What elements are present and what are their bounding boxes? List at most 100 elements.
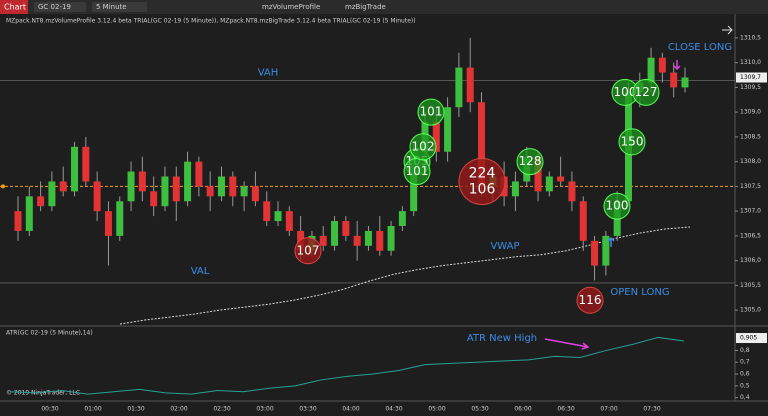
candle-body [647,57,655,83]
y-tick-label: 0,6 [740,371,750,378]
instrument-box[interactable] [34,2,86,12]
y-tick-label: 1310,5 [740,34,761,41]
atr-line [9,336,685,395]
x-tick-label: 07:30 [643,406,660,413]
candle-body [602,235,610,266]
bubble-label: 102 [412,139,435,153]
atr-last-label: 0,905 [740,335,757,342]
candle-body [263,201,271,222]
vah-label: VAH [258,67,279,78]
atr-last-box [736,333,767,344]
candle-body [432,122,440,152]
vwap-label: VWAP [490,241,519,252]
candle-body [534,156,542,192]
annotation: CLOSE LONG [668,42,732,53]
candle-body [511,181,519,197]
candle-body [568,181,576,202]
x-tick-label: 00:30 [41,406,58,413]
bubble-label: 128 [519,154,542,168]
y-tick-label: 1309,0 [740,109,761,116]
bubble-label: 100 [614,85,637,99]
y-tick-label: 1309,5 [740,84,761,91]
candle-body [342,221,350,236]
candle-body [466,67,474,103]
instrument: GC 02-19 [38,3,71,11]
bubble-label: 107 [297,243,320,257]
big-trade-bubble [603,192,631,220]
big-trade-bubble [458,157,506,205]
candle-body [319,235,327,246]
y-tick-label: 1308,0 [740,158,761,165]
close-long-arrow [673,60,681,71]
annotation: ATR New High [467,333,537,344]
candle-body [138,171,146,192]
x-tick-label: 01:00 [84,406,101,413]
y-tick-label: 1308,5 [740,133,761,140]
candle-body [658,57,666,73]
big-trade-bubble [409,133,437,161]
toolbar [0,0,768,14]
candle-body [48,181,56,207]
interval: 5 Minute [96,3,127,11]
candle-body [444,107,452,152]
y-tick-label: 0,7 [740,359,750,366]
bubble-label: 224 [469,165,496,181]
x-tick-label: 03:30 [299,406,316,413]
y-tick-label: 1306,0 [740,257,761,264]
x-tick-label: 02:30 [213,406,230,413]
big-trade-bubble [294,237,322,265]
annotation: OPEN LONG [610,287,669,298]
candle-body [82,146,90,182]
y-tick-label: 0,5 [740,382,750,389]
candle-body [331,221,339,246]
candle-body [93,181,101,212]
candle-body [217,176,225,197]
candle-body [37,196,45,207]
bubble-label: 101 [406,164,429,178]
scroll-arrow[interactable] [722,25,733,35]
x-tick-label: 07:00 [600,406,617,413]
indicator-button[interactable]: mzVolumeProfile [262,3,320,11]
candle-body [591,240,599,266]
candle-body [195,161,203,187]
indicator-button[interactable]: mzBigTrade [345,3,386,11]
big-trade-bubble [632,78,660,106]
copyright: © 2019 NinjaTrader, LLC [6,390,80,397]
x-tick-label: 05:00 [428,406,445,413]
bubble-label: 106 [469,181,496,197]
atr-arrow [544,338,590,350]
y-tick-label: 1307,5 [740,183,761,190]
candle-body [376,230,384,251]
candle-body [116,201,124,236]
interval-box[interactable] [92,2,147,12]
candle-body [229,176,237,197]
y-tick-label: 0,4 [740,394,750,401]
candle-body [545,176,553,192]
candle-body [184,161,192,202]
candle-body [398,211,406,226]
candle-body [387,226,395,251]
candle-body [681,77,689,88]
candle-body [557,176,565,182]
candle-body [478,102,486,187]
candle-body [251,186,259,202]
y-tick-label: 1306,5 [740,232,761,239]
indicator-caption: MZpack.NT8.mzVolumeProfile 3.12.4 beta T… [6,18,416,25]
vwap-line [119,226,691,325]
x-tick-label: 01:30 [127,406,144,413]
last-price-label: 1309,7 [740,74,761,81]
candle-body [285,211,293,231]
y-tick-label: 1307,0 [740,208,761,215]
open-long-arrow [607,236,615,247]
y-tick-label: 1310,0 [740,59,761,66]
poc-marker [1,184,5,189]
candle-body [240,186,248,197]
candle-body [161,176,169,207]
bubble-label: 100 [606,199,629,213]
bubble-label: 127 [635,85,658,99]
y-tick-label: 1305,5 [740,282,761,289]
chart-tab[interactable] [0,0,28,14]
x-tick-label: 06:00 [514,406,531,413]
